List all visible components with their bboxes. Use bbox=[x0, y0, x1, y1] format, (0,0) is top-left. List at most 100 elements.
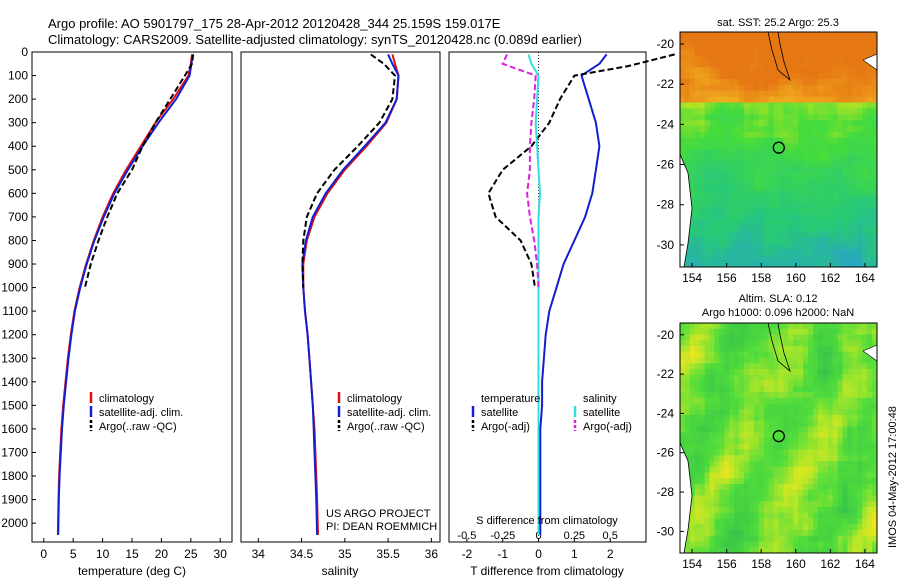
map-cell bbox=[744, 137, 750, 145]
map-cell bbox=[862, 161, 868, 168]
map-cell bbox=[812, 214, 819, 221]
map-cell bbox=[768, 231, 774, 239]
map-cell bbox=[758, 334, 765, 341]
map-cell bbox=[822, 386, 829, 393]
map-cell bbox=[867, 249, 873, 256]
map-cell bbox=[768, 184, 774, 192]
map-cell bbox=[808, 530, 814, 537]
map-cell bbox=[803, 202, 809, 209]
map-cell bbox=[872, 184, 878, 192]
map-cell bbox=[714, 237, 720, 244]
map-cell bbox=[852, 43, 858, 51]
map-cell bbox=[724, 461, 730, 468]
map-cell bbox=[788, 369, 794, 376]
map-cell bbox=[763, 392, 770, 399]
map-cell bbox=[857, 161, 863, 168]
map-cell bbox=[763, 438, 770, 445]
map-cell bbox=[689, 231, 696, 239]
map-cell bbox=[684, 143, 691, 150]
map-cell bbox=[773, 237, 779, 244]
map-cell bbox=[808, 108, 814, 115]
map-cell bbox=[689, 114, 696, 121]
map-cell bbox=[827, 55, 834, 62]
map-cell bbox=[837, 392, 843, 399]
map-cell bbox=[793, 208, 799, 215]
map-cell bbox=[719, 340, 725, 347]
map-cell bbox=[803, 541, 809, 548]
map-cell bbox=[699, 495, 706, 502]
map-cell bbox=[793, 255, 799, 262]
map-cell bbox=[748, 231, 755, 239]
series-line bbox=[501, 53, 540, 288]
map-cell bbox=[773, 357, 779, 364]
map-cell bbox=[753, 455, 760, 462]
map-cell bbox=[753, 120, 760, 127]
map-x-tick-label: 162 bbox=[820, 557, 840, 571]
map-cell bbox=[862, 420, 868, 427]
map-cell bbox=[709, 243, 715, 250]
map-cell bbox=[803, 43, 809, 51]
map-cell bbox=[837, 237, 843, 244]
map-cell bbox=[783, 397, 789, 404]
map-cell bbox=[847, 225, 853, 233]
map-cell bbox=[744, 328, 750, 335]
map-cell bbox=[684, 426, 691, 433]
map-cell bbox=[803, 392, 809, 399]
map-cell bbox=[872, 67, 878, 74]
map-cell bbox=[872, 220, 878, 227]
map-cell bbox=[793, 374, 799, 381]
map-cell bbox=[803, 478, 809, 485]
map-cell bbox=[837, 518, 843, 525]
map-cell bbox=[788, 392, 794, 399]
map-cell bbox=[680, 323, 686, 330]
map-cell bbox=[763, 173, 770, 180]
map-cell bbox=[872, 102, 878, 109]
map-cell bbox=[753, 214, 760, 221]
map-cell bbox=[758, 155, 765, 162]
map-cell bbox=[744, 55, 750, 62]
map-cell bbox=[773, 409, 779, 416]
map-cell bbox=[827, 495, 834, 502]
map-cell bbox=[684, 90, 691, 98]
map-cell bbox=[817, 386, 824, 393]
map-cell bbox=[812, 49, 819, 56]
map-cell bbox=[798, 261, 804, 268]
map-cell bbox=[808, 55, 814, 62]
map-cell bbox=[847, 484, 853, 491]
map-cell bbox=[704, 420, 710, 427]
map-cell bbox=[847, 237, 853, 244]
map-cell bbox=[847, 231, 853, 239]
map-cell bbox=[724, 137, 730, 145]
map-cell bbox=[822, 37, 829, 45]
map-cell bbox=[763, 449, 770, 456]
map-cell bbox=[744, 420, 750, 427]
map-cell bbox=[768, 49, 774, 56]
map-cell bbox=[812, 96, 819, 103]
map-cell bbox=[768, 143, 774, 150]
map-cell bbox=[827, 386, 834, 393]
map-cell bbox=[842, 323, 848, 330]
map-cell bbox=[872, 409, 878, 416]
map-cell bbox=[724, 432, 730, 439]
map-cell bbox=[812, 363, 819, 370]
map-cell bbox=[684, 37, 691, 45]
map-cell bbox=[862, 231, 868, 239]
map-cell bbox=[763, 334, 770, 341]
map-cell bbox=[778, 196, 784, 203]
map-cell bbox=[699, 426, 706, 433]
map-cell bbox=[719, 237, 725, 244]
map-cell bbox=[724, 114, 730, 121]
map-cell bbox=[684, 131, 691, 139]
map-cell bbox=[758, 231, 765, 239]
map-cell bbox=[714, 114, 720, 121]
map-cell bbox=[867, 202, 873, 209]
map-cell bbox=[680, 415, 686, 422]
map-y-tick-label: -26 bbox=[657, 158, 675, 172]
map-cell bbox=[724, 243, 730, 250]
depth-tick-label: 1900 bbox=[1, 493, 28, 507]
map-cell bbox=[867, 173, 873, 180]
map-cell bbox=[862, 243, 868, 250]
map-cell bbox=[699, 120, 706, 127]
map-cell bbox=[827, 155, 834, 162]
map-cell bbox=[739, 449, 745, 456]
